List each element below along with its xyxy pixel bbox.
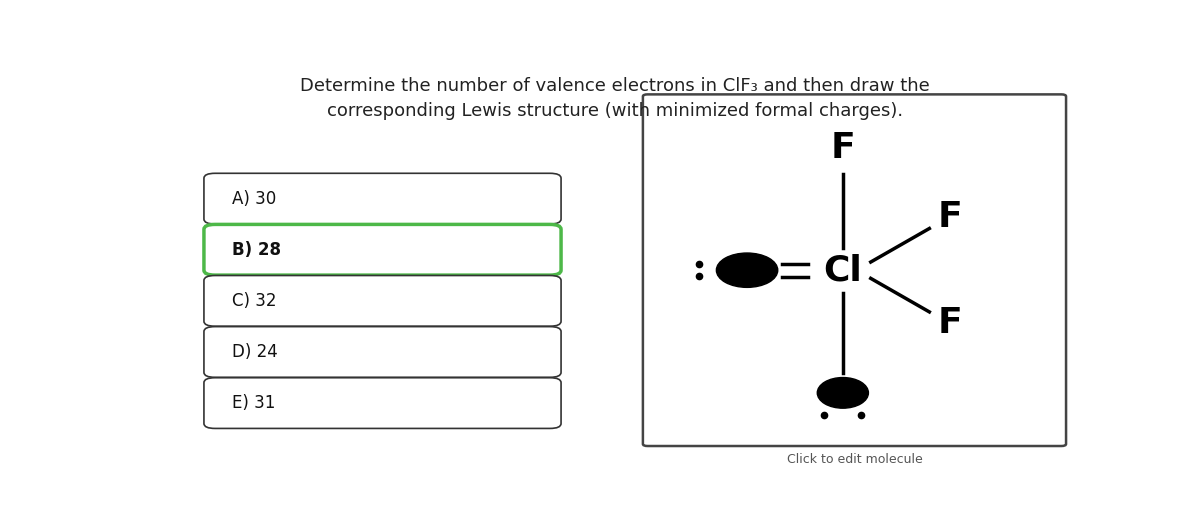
Text: A) 30: A) 30 [232, 190, 276, 208]
Text: B) 28: B) 28 [232, 241, 281, 259]
Text: F: F [830, 131, 856, 165]
Text: F: F [937, 200, 962, 234]
Text: Click to edit molecule: Click to edit molecule [787, 453, 923, 466]
FancyBboxPatch shape [204, 173, 562, 224]
Ellipse shape [716, 253, 778, 287]
Text: D) 24: D) 24 [232, 343, 277, 361]
Text: C) 32: C) 32 [232, 292, 276, 310]
Text: E) 31: E) 31 [232, 394, 275, 412]
Text: Determine the number of valence electrons in ClF₃ and then draw the: Determine the number of valence electron… [300, 77, 930, 95]
FancyBboxPatch shape [204, 225, 562, 275]
Text: Cl: Cl [823, 253, 863, 287]
Text: corresponding Lewis structure (with minimized formal charges).: corresponding Lewis structure (with mini… [326, 102, 904, 119]
Ellipse shape [817, 378, 869, 408]
Text: F: F [937, 306, 962, 340]
FancyBboxPatch shape [204, 276, 562, 326]
FancyBboxPatch shape [204, 378, 562, 429]
FancyBboxPatch shape [204, 327, 562, 378]
FancyBboxPatch shape [643, 95, 1066, 446]
